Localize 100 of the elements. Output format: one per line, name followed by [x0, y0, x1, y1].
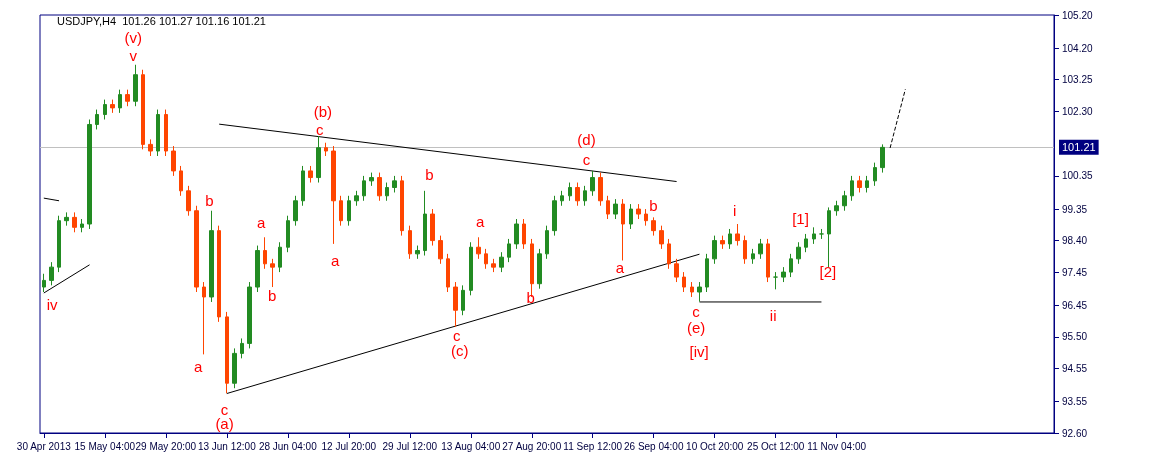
candlestick [469, 241, 473, 296]
candlestick [339, 195, 343, 227]
candlestick [804, 233, 808, 253]
candlestick [156, 109, 160, 157]
annotation: a [615, 259, 625, 277]
candlestick [743, 235, 747, 265]
candlestick [552, 195, 557, 237]
annotation: (c) [451, 341, 469, 359]
candlestick [507, 238, 511, 263]
candlestick [369, 172, 374, 187]
candlestick [842, 190, 847, 212]
candlestick [415, 245, 420, 260]
candlestick [164, 109, 168, 157]
candlestick [179, 165, 183, 197]
candlestick [118, 89, 122, 114]
annotation: (v) [124, 29, 143, 47]
candlestick [316, 135, 321, 184]
annotation: [2] [819, 263, 837, 281]
candlestick [758, 238, 763, 260]
candlestick [278, 241, 282, 273]
candlestick [263, 236, 267, 270]
candlestick [87, 119, 92, 230]
annotation: (d) [577, 131, 596, 149]
candlestick [209, 210, 214, 303]
annotation: v [129, 47, 138, 65]
candlestick [705, 253, 709, 293]
x-tick-label: 13 Aug 04:00 [441, 440, 501, 452]
candlestick [728, 228, 732, 250]
annotation: (e) [686, 319, 706, 337]
candlestick [438, 235, 443, 265]
candlestick [857, 175, 862, 193]
candlestick [476, 236, 481, 260]
candlestick [682, 271, 686, 293]
candlestick [103, 99, 107, 120]
candlestick [796, 241, 801, 265]
annotation: b [649, 197, 658, 215]
candlestick [423, 190, 427, 257]
annotation: iv [46, 296, 59, 314]
candlestick [331, 145, 336, 245]
annotation: c [316, 121, 325, 139]
annotation: a [194, 358, 204, 376]
candlestick [42, 273, 46, 293]
candlestick [751, 248, 755, 265]
candlestick [880, 143, 885, 174]
candlestick [545, 225, 549, 260]
candlestick [362, 175, 366, 202]
candlestick [308, 165, 313, 184]
y-tick-label: 99.35 [1062, 203, 1088, 215]
annotation: ii [769, 307, 777, 325]
candlestick [72, 211, 77, 233]
candlestick [347, 195, 351, 227]
candlestick [865, 175, 869, 193]
candlestick [659, 225, 664, 250]
candlestick [270, 258, 275, 288]
x-tick-label: 10 Oct 20:00 [686, 440, 744, 452]
annotation: c [692, 302, 701, 320]
candlestick [255, 245, 260, 293]
candlestick [644, 208, 648, 227]
candlestick [568, 182, 572, 202]
candlestick [392, 175, 397, 193]
y-tick-label: 95.50 [1062, 331, 1088, 343]
annotation: a [475, 212, 485, 230]
x-tick-label: 15 May 04:00 [74, 440, 136, 452]
annotation: c [582, 150, 591, 168]
candlestick [286, 215, 290, 253]
candlestick [240, 337, 244, 359]
ref-line-label: 101.21 [1062, 141, 1096, 154]
candlestick [141, 69, 145, 150]
candlestick [453, 281, 458, 328]
candlestick [850, 175, 854, 202]
candlestick [301, 165, 305, 207]
candlestick [400, 175, 404, 237]
y-tick-label: 93.55 [1062, 395, 1088, 407]
x-tick-label: 29 Jul 12:00 [382, 440, 438, 452]
candlestick [148, 138, 153, 157]
candlestick [430, 208, 435, 247]
candlestick [202, 281, 206, 355]
candlestick [133, 64, 138, 107]
candlestick [773, 271, 778, 290]
candlestick [514, 218, 519, 250]
annotation: b [268, 286, 277, 304]
annotation: a [330, 251, 340, 269]
y-tick-label: 102.30 [1062, 105, 1094, 117]
candlestick [484, 248, 488, 270]
candlestick [110, 99, 115, 114]
candlestick [690, 281, 694, 298]
candlestick [606, 195, 610, 220]
y-tick-label: 100.35 [1062, 170, 1094, 182]
candlestick [834, 200, 839, 217]
y-tick-label: 98.40 [1062, 235, 1088, 247]
candlestick [781, 266, 786, 283]
candlestick [613, 198, 618, 220]
chart-title: USDJPY,H4 101.26 101.27 101.16 101.21 [57, 14, 266, 27]
candlestick [651, 216, 656, 237]
candlestick [324, 142, 328, 157]
candlestick [408, 225, 412, 260]
candlestick [583, 185, 587, 207]
annotation: (b) [313, 102, 333, 120]
y-tick-label: 97.45 [1062, 266, 1088, 278]
candlestick [247, 281, 252, 349]
